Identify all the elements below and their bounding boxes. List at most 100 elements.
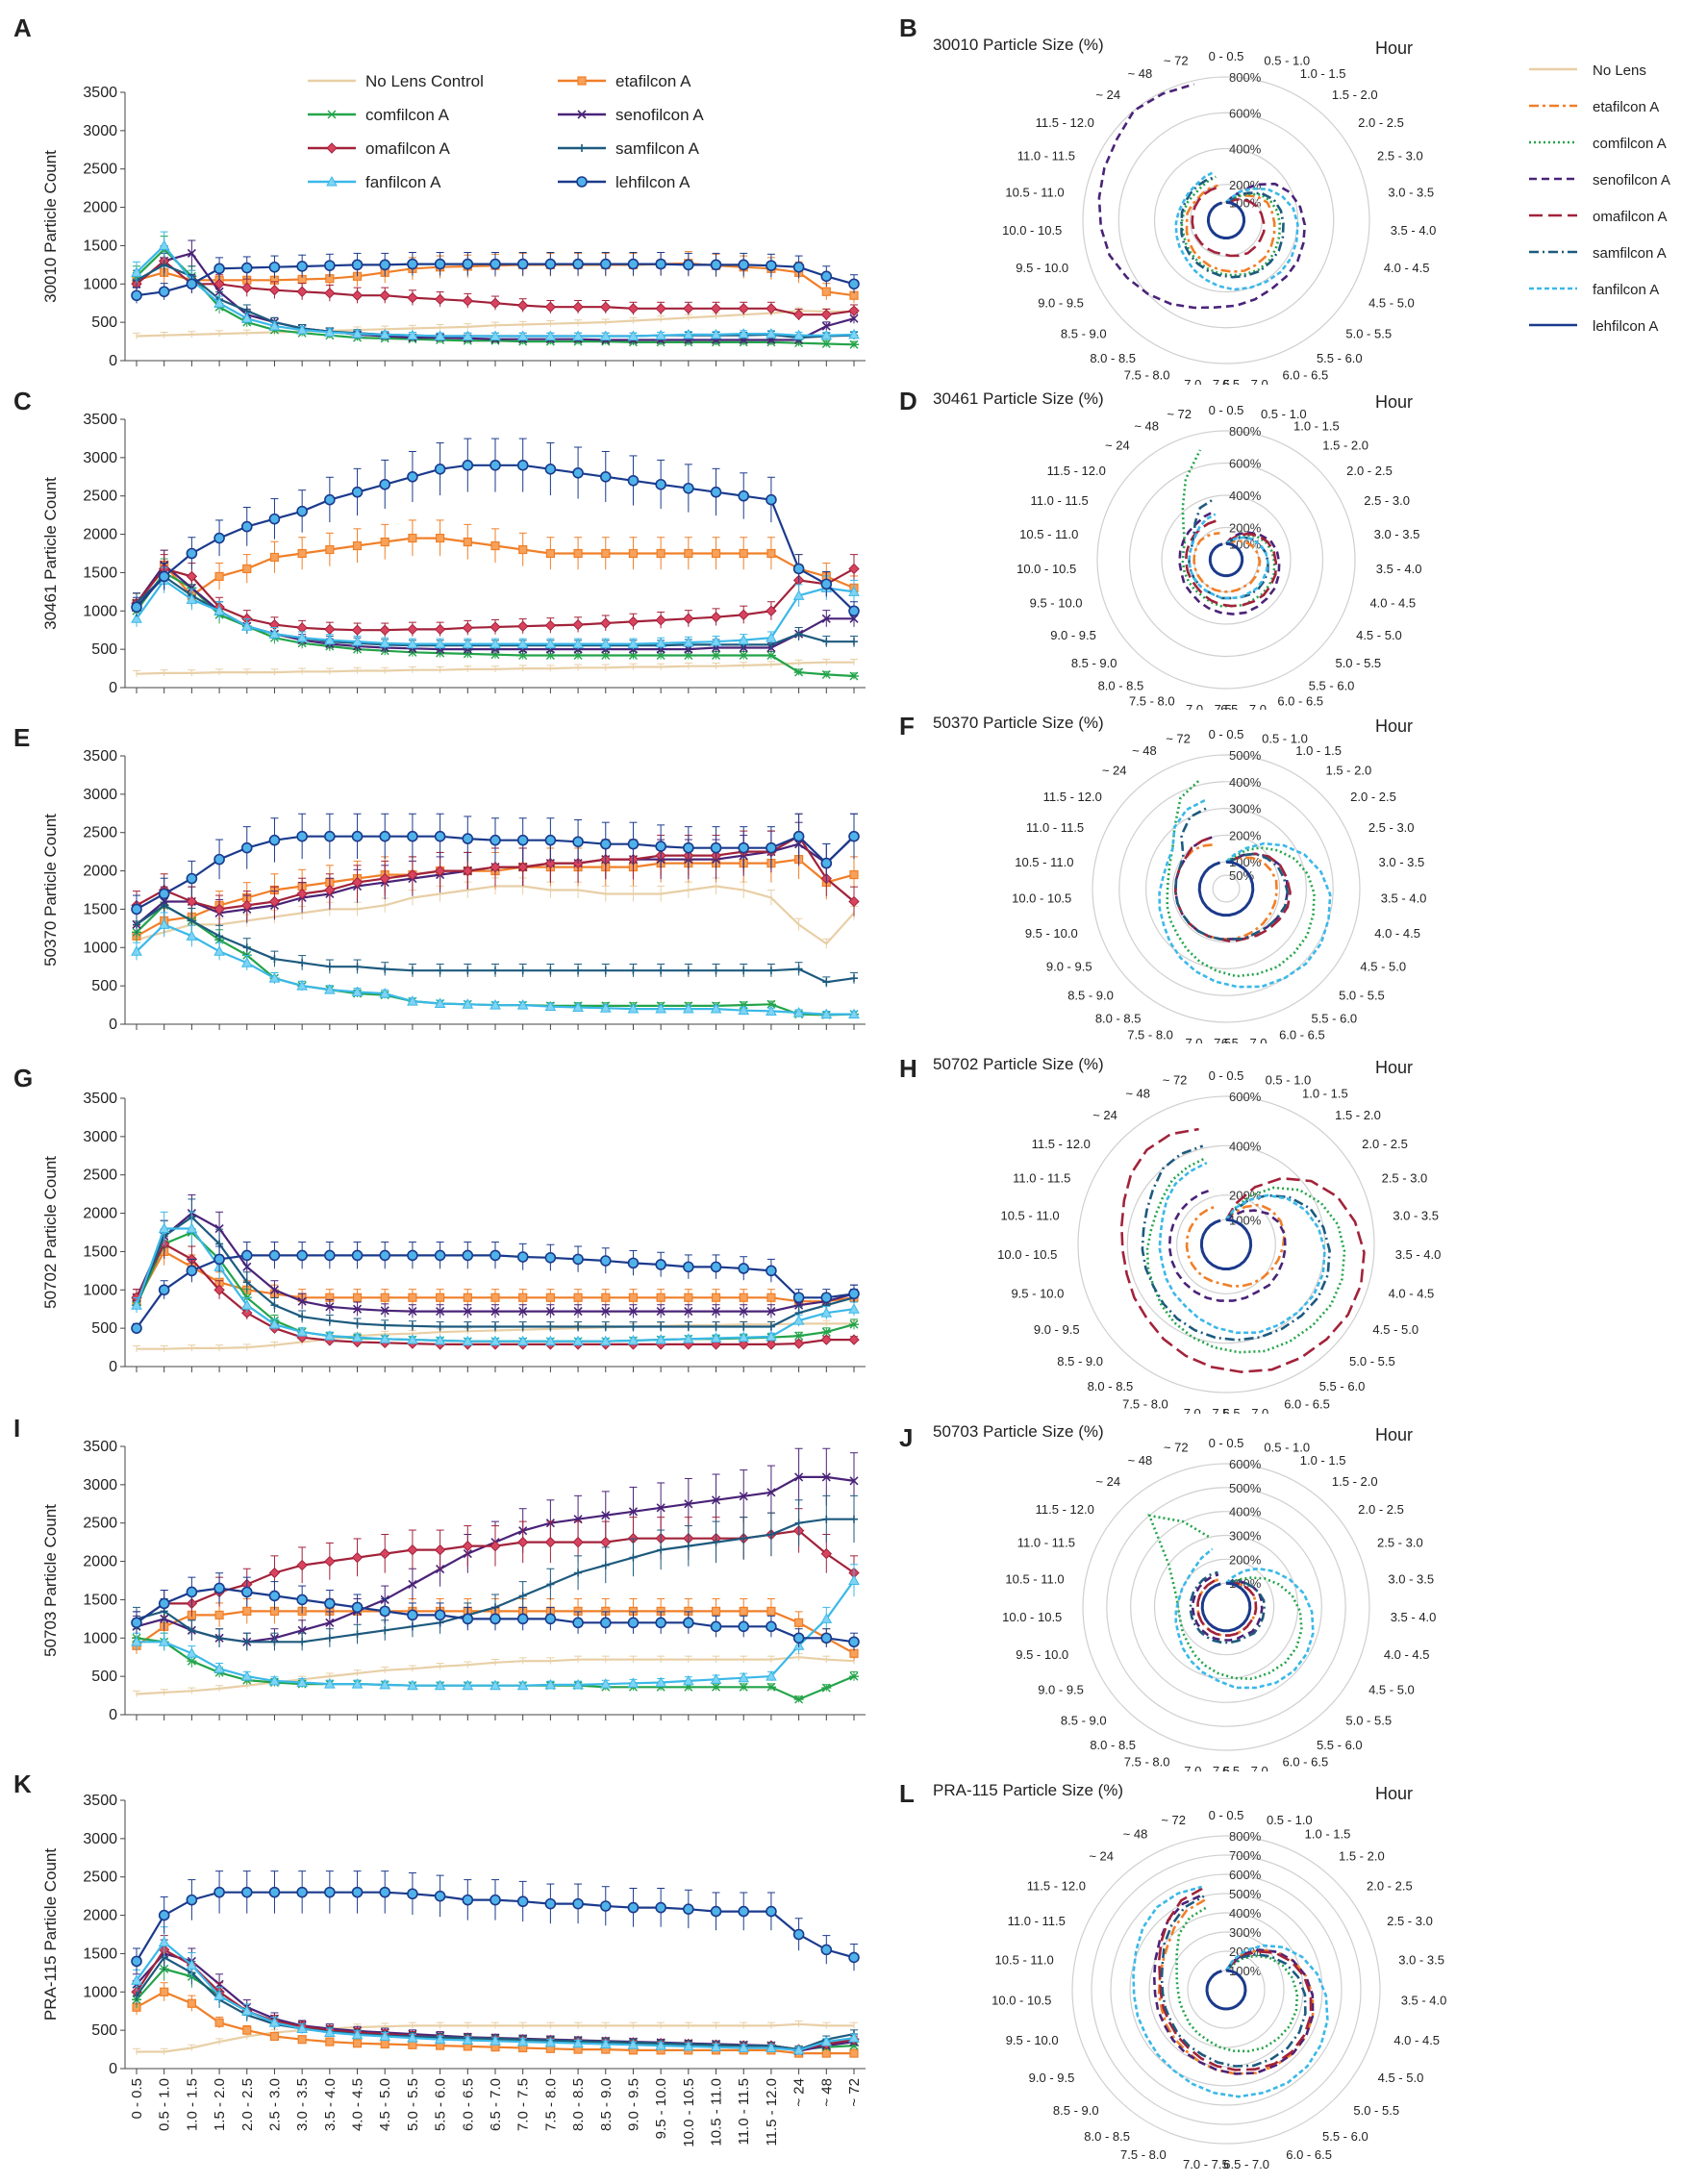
radar-legend-item-omafilcon-a: omafilcon A — [1529, 209, 1668, 225]
data-point — [684, 1307, 693, 1317]
radar-axis-label: 8.5 - 9.0 — [1053, 2103, 1099, 2118]
data-point — [821, 1327, 832, 1337]
data-point — [434, 330, 446, 340]
data-point — [158, 1936, 170, 1946]
data-point — [381, 1320, 389, 1329]
data-point — [601, 1561, 610, 1569]
data-point — [351, 289, 364, 301]
radar-axis-label: 2.5 - 3.0 — [1368, 820, 1415, 835]
data-point — [325, 544, 335, 555]
data-point — [655, 258, 666, 270]
radar-axis-label: 11.0 - 11.5 — [1013, 1170, 1070, 1185]
radar-series-samfilcon-a — [1188, 499, 1269, 600]
data-point — [794, 1618, 804, 1627]
data-point — [434, 1890, 446, 1902]
data-point — [240, 1249, 253, 1262]
y-tick-label: 3500 — [83, 412, 117, 428]
series-lehfilcon-a — [131, 252, 860, 304]
radar-axis-label: 6.0 - 6.5 — [1279, 1027, 1325, 1042]
line-chart-50370: 50370 Particle Count 0 500 1000 1500 2000 2500… — [38, 741, 875, 1039]
data-point — [848, 2032, 860, 2043]
data-point — [188, 916, 196, 925]
x-tick-label: 0 - 0.5 — [129, 2078, 145, 2120]
data-point — [849, 339, 859, 349]
data-point — [683, 303, 694, 314]
radar-axis-label: 3.0 - 3.5 — [1388, 185, 1434, 199]
data-point — [462, 1613, 474, 1625]
data-point — [463, 1307, 472, 1317]
data-point — [241, 1307, 253, 1318]
radar-series-etafilcon-a — [1192, 532, 1262, 593]
x-tick-label: 4.0 - 4.5 — [350, 2078, 366, 2131]
data-point — [710, 1003, 722, 1014]
legend-label: comfilcon A — [1593, 136, 1667, 152]
radar-series-comfilcon-a — [1175, 1906, 1299, 2053]
radar-axis-label: 3.0 - 3.5 — [1379, 855, 1425, 869]
data-point — [158, 570, 170, 583]
radar-legend-swatches: No Lens etafilcon A comfilcon A senofilcon … — [1529, 63, 1670, 335]
radar-ring-label: 400% — [1229, 142, 1262, 157]
data-point — [546, 1580, 555, 1589]
radar-axis-label: 0.5 - 1.0 — [1267, 1813, 1313, 1827]
data-point — [684, 548, 693, 559]
data-point — [848, 830, 860, 842]
radar-axis-label: 11.0 - 11.5 — [1031, 493, 1089, 508]
panel-letter-f: F — [899, 712, 915, 741]
radar-axis-label: 10.5 - 11.0 — [1005, 1571, 1064, 1586]
data-point — [849, 671, 859, 681]
radar-axis-label: 9.5 - 10.0 — [1016, 1647, 1068, 1662]
radar-title: 30461 Particle Size (%) — [933, 389, 1104, 408]
data-point — [298, 1638, 307, 1646]
data-point — [655, 478, 666, 490]
data-point — [240, 957, 253, 967]
data-point — [572, 258, 584, 270]
radar-ring-label: 600% — [1229, 1090, 1262, 1104]
radar-ring — [1091, 1854, 1362, 2125]
data-point — [820, 1944, 833, 1956]
data-point — [792, 1007, 805, 1017]
radar-axis-label: 0 - 0.5 — [1209, 1808, 1244, 1822]
data-point — [766, 1265, 777, 1277]
data-point — [820, 2036, 833, 2046]
data-point — [628, 1307, 639, 1317]
data-point — [325, 2037, 335, 2046]
legend-label: fanfilcon A — [1593, 282, 1659, 298]
data-point — [821, 1683, 832, 1693]
data-point — [379, 1678, 391, 1690]
data-point — [214, 2018, 224, 2027]
radar-series-omafilcon-a — [1157, 1887, 1313, 2071]
radar-axis-label: 11.5 - 12.0 — [1027, 1878, 1086, 1893]
data-point — [268, 320, 281, 331]
data-point — [351, 1551, 364, 1564]
data-point — [407, 830, 418, 842]
legend-marker — [577, 110, 587, 119]
data-point — [407, 291, 418, 304]
y-axis-label: 30010 Particle Count — [41, 150, 60, 303]
data-point — [436, 1293, 445, 1302]
y-tick-label: 3000 — [83, 123, 117, 139]
data-point — [323, 1678, 336, 1689]
data-point — [214, 571, 224, 582]
data-point — [710, 841, 722, 854]
data-point — [407, 1334, 418, 1344]
data-point — [599, 838, 612, 850]
data-point — [215, 1634, 224, 1643]
radar-axis-label: 10.0 - 10.5 — [992, 1994, 1051, 2008]
panel-letter-c: C — [13, 387, 32, 415]
legend-item-lehfilcon-a: lehfilcon A — [558, 173, 690, 191]
data-point — [434, 464, 446, 475]
data-point — [600, 301, 612, 313]
data-point — [241, 899, 253, 912]
series-lehfilcon-a — [131, 1242, 860, 1334]
radar-hour-label: Hour — [1375, 392, 1413, 412]
data-point — [627, 474, 640, 487]
data-point — [407, 1888, 418, 1900]
series-omafilcon-a — [131, 554, 860, 638]
y-axis-label: 50702 Particle Count — [41, 1156, 60, 1309]
radar-axis-label: 5.5 - 6.0 — [1309, 678, 1355, 692]
data-point — [160, 261, 168, 269]
series-line — [136, 563, 854, 651]
data-point — [601, 548, 611, 559]
radar-ring — [1082, 76, 1370, 364]
data-point — [268, 1674, 281, 1686]
